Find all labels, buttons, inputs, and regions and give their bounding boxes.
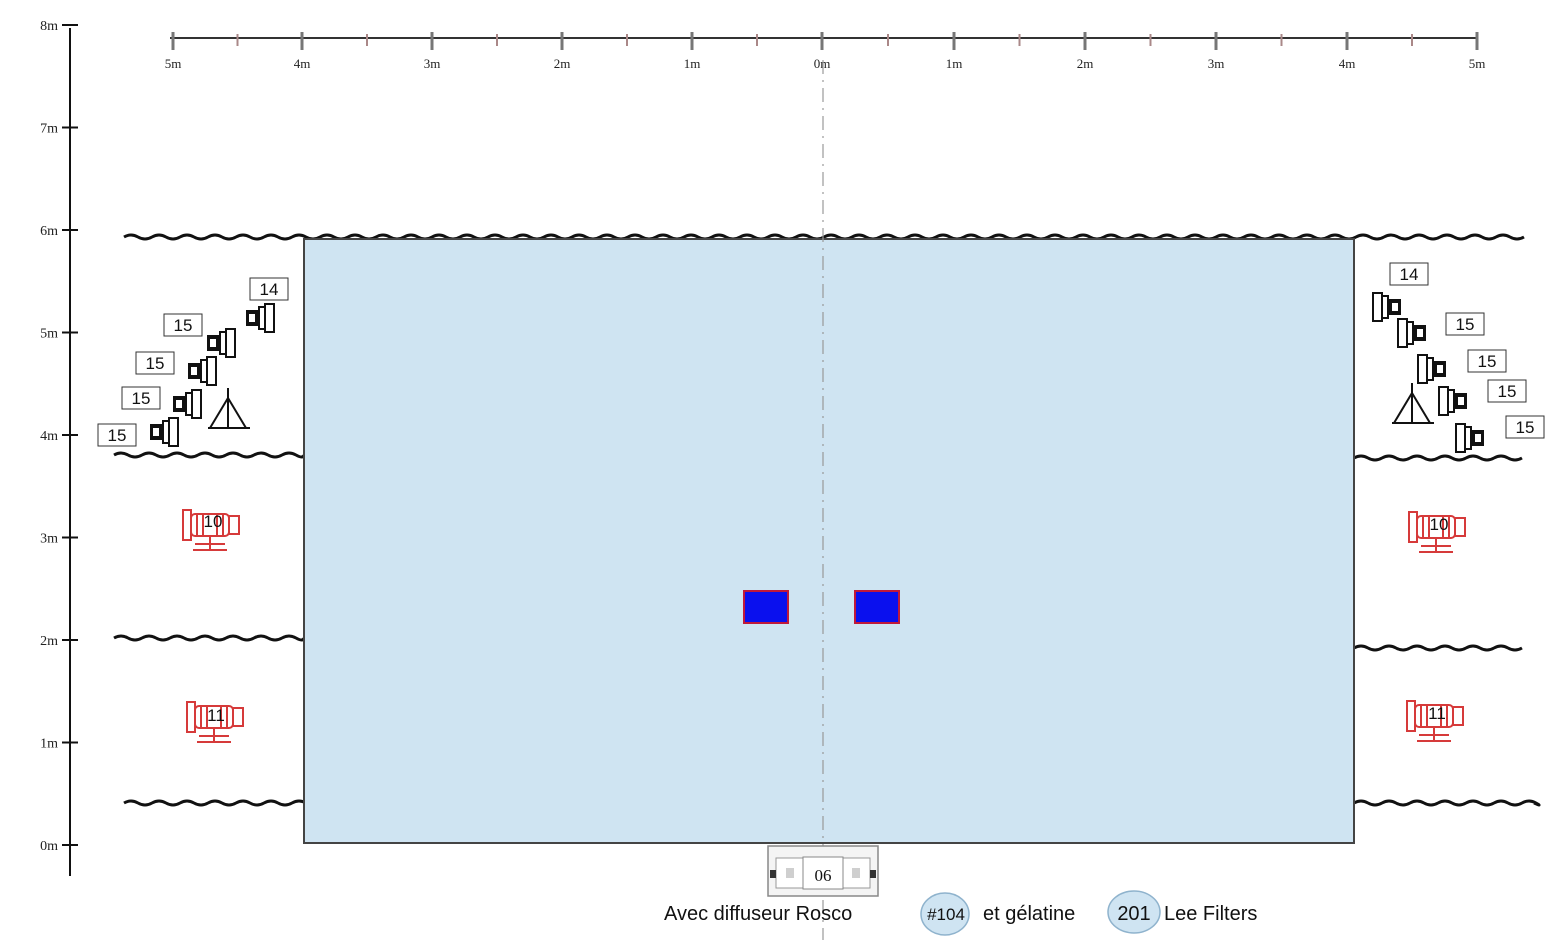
spot-icon bbox=[1417, 354, 1447, 384]
ruler-label: 3m bbox=[1208, 56, 1225, 71]
ruler-label: 2m bbox=[1077, 56, 1094, 71]
caption-prefix: Avec diffuseur Rosco bbox=[664, 903, 852, 925]
ruler-label: 1m bbox=[684, 56, 701, 71]
rosco-code-bubble bbox=[920, 892, 970, 936]
red-fixture-left-upper: 10 bbox=[182, 509, 240, 551]
rosco-code: #104 bbox=[927, 905, 965, 924]
ruler-ticks: 5m 4m 3m 2m 1m 0m 1m 2m 3m 4m 5m bbox=[165, 32, 1486, 71]
fixture-label: 15 bbox=[1487, 379, 1527, 403]
left-wave-4m bbox=[113, 451, 306, 459]
spot-icon bbox=[245, 303, 275, 333]
caption-suffix: Lee Filters bbox=[1164, 903, 1257, 925]
fixture-label: 14 bbox=[1389, 262, 1429, 286]
fixture-label: 15 bbox=[1467, 349, 1507, 373]
spot-icon bbox=[1372, 292, 1402, 322]
spot-icon bbox=[206, 328, 236, 358]
marker-left bbox=[743, 590, 789, 624]
svg-text:10: 10 bbox=[204, 512, 223, 531]
svg-text:15: 15 bbox=[1498, 382, 1517, 401]
svg-text:11: 11 bbox=[1428, 704, 1446, 723]
svg-text:15: 15 bbox=[108, 426, 127, 445]
svg-text:10: 10 bbox=[1430, 515, 1449, 534]
svg-text:15: 15 bbox=[1516, 418, 1535, 437]
svg-text:15: 15 bbox=[146, 354, 165, 373]
red-fixture-right-upper: 10 bbox=[1408, 511, 1466, 553]
svg-text:14: 14 bbox=[1400, 265, 1419, 284]
svg-text:15: 15 bbox=[174, 316, 193, 335]
spot-icon bbox=[1455, 423, 1485, 453]
spot-icon bbox=[187, 356, 217, 386]
spot-icon bbox=[149, 417, 179, 447]
bottom-unit: 06 bbox=[767, 845, 879, 897]
axis-label: 7m bbox=[40, 122, 58, 137]
svg-text:15: 15 bbox=[132, 389, 151, 408]
ruler-label: 3m bbox=[424, 56, 441, 71]
spot-icon bbox=[172, 389, 202, 419]
axis-label: 5m bbox=[40, 327, 58, 342]
svg-text:11: 11 bbox=[207, 706, 225, 725]
svg-text:15: 15 bbox=[1478, 352, 1497, 371]
ruler-label: 4m bbox=[1339, 56, 1356, 71]
right-wave-0m bbox=[1353, 799, 1541, 807]
svg-text:06: 06 bbox=[815, 866, 832, 885]
ruler-label: 2m bbox=[554, 56, 571, 71]
right-spot-cluster: 14 15 15 15 15 bbox=[1372, 262, 1545, 453]
axis-label: 1m bbox=[40, 737, 58, 752]
horizontal-ruler: 5m 4m 3m 2m 1m 0m 1m 2m 3m 4m 5m bbox=[165, 32, 1486, 71]
spot-icon bbox=[1397, 318, 1427, 348]
axis-label: 8m bbox=[40, 19, 58, 34]
right-wave-4m bbox=[1353, 454, 1523, 462]
left-wave-2m bbox=[113, 634, 306, 642]
spot-icon bbox=[1438, 386, 1468, 416]
axis-label: 0m bbox=[40, 839, 58, 854]
right-wave-2m bbox=[1353, 644, 1523, 652]
axis-label: 4m bbox=[40, 429, 58, 444]
red-fixture-left-lower: 11 bbox=[186, 701, 244, 743]
ruler-label: 5m bbox=[1469, 56, 1486, 71]
left-wave-0m bbox=[123, 799, 311, 807]
caption-middle: et gélatine bbox=[983, 903, 1075, 925]
left-spot-cluster: 14 15 15 15 15 bbox=[97, 277, 289, 447]
fixture-label: 14 bbox=[249, 277, 289, 301]
axis-label: 3m bbox=[40, 532, 58, 547]
fixture-label: 15 bbox=[97, 423, 137, 447]
lee-code: 201 bbox=[1117, 903, 1150, 925]
svg-text:14: 14 bbox=[260, 280, 279, 299]
marker-right bbox=[854, 590, 900, 624]
ruler-label: 0m bbox=[814, 56, 831, 71]
red-fixture-right-lower: 11 bbox=[1406, 700, 1464, 742]
fixture-label: 15 bbox=[163, 313, 203, 337]
caption: Avec diffuseur Rosco #104 et gélatine 20… bbox=[664, 890, 1257, 936]
vertical-axis-ticks: 0m 1m 2m 3m 4m 5m 6m 7m 8m bbox=[40, 19, 78, 854]
vertical-axis: 0m 1m 2m 3m 4m 5m 6m 7m 8m bbox=[40, 19, 78, 876]
fixture-label: 15 bbox=[1505, 415, 1545, 439]
fixture-label: 15 bbox=[135, 351, 175, 375]
fixture-label: 15 bbox=[121, 386, 161, 410]
svg-text:15: 15 bbox=[1456, 315, 1475, 334]
ruler-label: 1m bbox=[946, 56, 963, 71]
ruler-label: 4m bbox=[294, 56, 311, 71]
fixture-label: 15 bbox=[1445, 312, 1485, 336]
stage-area bbox=[303, 238, 1355, 844]
axis-label: 2m bbox=[40, 634, 58, 649]
axis-label: 6m bbox=[40, 224, 58, 239]
lee-code-bubble bbox=[1107, 890, 1161, 934]
ruler-label: 5m bbox=[165, 56, 182, 71]
